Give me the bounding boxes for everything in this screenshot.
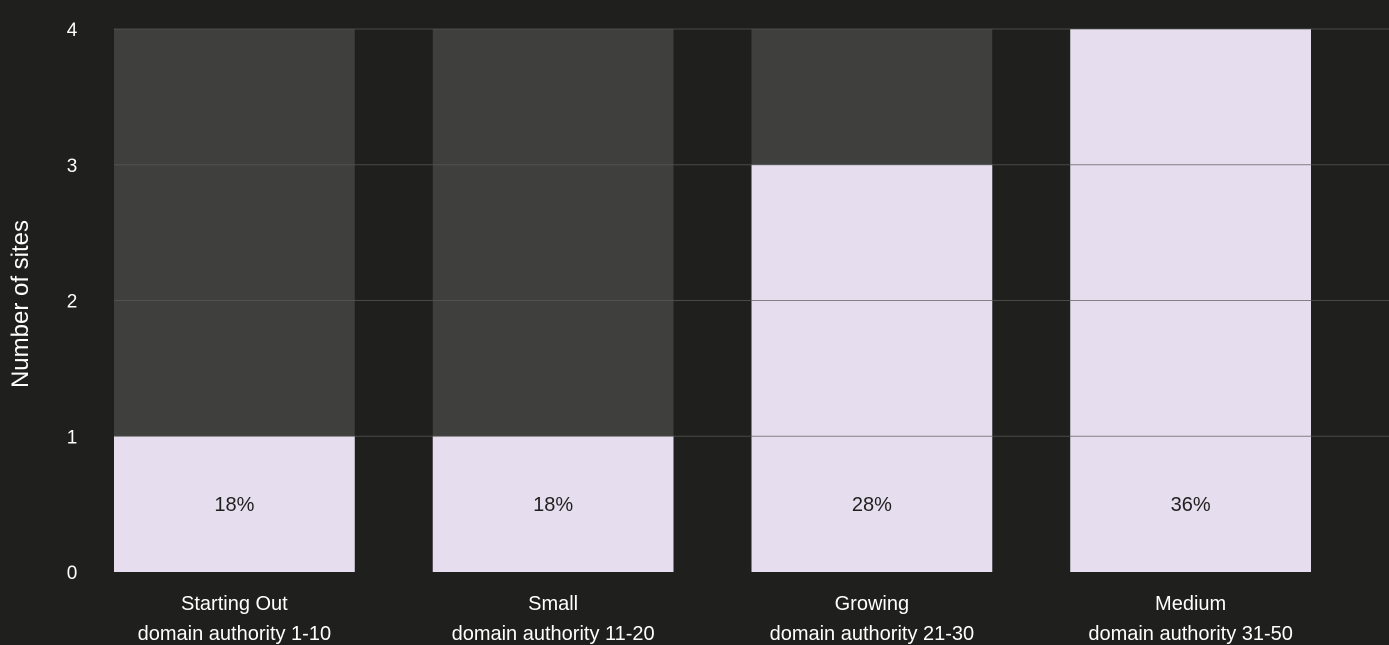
category-label: Growing [835,593,909,615]
bar [114,436,355,572]
bar-value-label: 18% [533,494,573,516]
category-sublabel: domain authority 11-20 [452,623,655,645]
bar [751,164,993,572]
y-tick-label: 0 [67,563,78,584]
category-sublabel: domain authority 1-10 [138,623,331,645]
gridlines [114,28,1389,437]
bar-value-label: 36% [1171,494,1211,516]
bar-value-label: 28% [852,494,892,516]
category-label: Starting Out [181,593,288,615]
y-tick-label: 2 [67,292,78,313]
bar-value-label: 18% [214,494,254,516]
x-axis-category-labels: Starting Out domain authority 1-10 Small do… [138,593,1293,645]
y-tick-label: 3 [67,156,78,177]
y-axis-ticks: 0 1 2 3 4 [67,20,78,584]
y-tick-label: 1 [67,427,78,448]
category-label: Medium [1155,593,1226,615]
category-sublabel: domain authority 31-50 [1088,623,1293,645]
bar [432,436,674,572]
bar-value-labels: 18% 18% 28% 36% [214,494,1210,516]
y-tick-label: 4 [67,20,78,41]
category-sublabel: domain authority 21-30 [770,623,975,645]
category-label: Small [528,593,578,615]
y-axis-label: Number of sites [7,220,34,388]
